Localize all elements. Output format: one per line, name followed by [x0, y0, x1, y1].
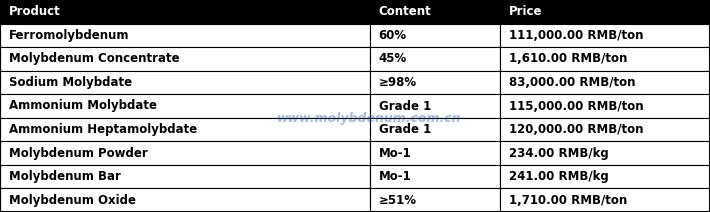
Bar: [0, 47, 370, 71]
Bar: [500, 0, 710, 24]
Text: Price: Price: [508, 5, 542, 18]
Bar: [0, 71, 370, 94]
Text: 115,000.00 RMB/ton: 115,000.00 RMB/ton: [508, 99, 643, 113]
Text: 111,000.00 RMB/ton: 111,000.00 RMB/ton: [508, 29, 643, 42]
Text: Molybdenum Oxide: Molybdenum Oxide: [9, 194, 136, 207]
Text: Content: Content: [378, 5, 431, 18]
Text: ≥98%: ≥98%: [378, 76, 417, 89]
Text: Molybdenum Powder: Molybdenum Powder: [9, 147, 147, 160]
Text: 45%: 45%: [378, 52, 407, 65]
Bar: [0, 141, 370, 165]
Bar: [370, 141, 500, 165]
Bar: [0, 118, 370, 141]
Bar: [0, 0, 370, 24]
Text: www.molybdenum.com.cn: www.molybdenum.com.cn: [277, 112, 462, 125]
Bar: [0, 188, 370, 212]
Text: Ferromolybdenum: Ferromolybdenum: [9, 29, 129, 42]
Text: Sodium Molybdate: Sodium Molybdate: [9, 76, 131, 89]
Text: Product: Product: [9, 5, 60, 18]
Text: 241.00 RMB/kg: 241.00 RMB/kg: [508, 170, 608, 183]
Text: Grade 1: Grade 1: [378, 99, 431, 113]
Bar: [500, 24, 710, 47]
Bar: [500, 71, 710, 94]
Bar: [370, 118, 500, 141]
Text: 83,000.00 RMB/ton: 83,000.00 RMB/ton: [508, 76, 635, 89]
Bar: [370, 47, 500, 71]
Bar: [500, 47, 710, 71]
Text: Ammonium Heptamolybdate: Ammonium Heptamolybdate: [9, 123, 197, 136]
Text: 1,610.00 RMB/ton: 1,610.00 RMB/ton: [508, 52, 627, 65]
Text: Molybdenum Concentrate: Molybdenum Concentrate: [9, 52, 179, 65]
Text: Grade 1: Grade 1: [378, 123, 431, 136]
Bar: [500, 118, 710, 141]
Text: 1,710.00 RMB/ton: 1,710.00 RMB/ton: [508, 194, 627, 207]
Text: 234.00 RMB/kg: 234.00 RMB/kg: [508, 147, 608, 160]
Bar: [0, 94, 370, 118]
Bar: [0, 165, 370, 188]
Bar: [370, 24, 500, 47]
Bar: [500, 165, 710, 188]
Bar: [500, 188, 710, 212]
Bar: [0, 24, 370, 47]
Bar: [370, 165, 500, 188]
Bar: [370, 94, 500, 118]
Bar: [370, 71, 500, 94]
Text: Ammonium Molybdate: Ammonium Molybdate: [9, 99, 156, 113]
Text: Mo-1: Mo-1: [378, 170, 411, 183]
Bar: [500, 94, 710, 118]
Bar: [370, 0, 500, 24]
Text: ≥51%: ≥51%: [378, 194, 417, 207]
Bar: [500, 141, 710, 165]
Text: 120,000.00 RMB/ton: 120,000.00 RMB/ton: [508, 123, 643, 136]
Bar: [370, 188, 500, 212]
Text: 60%: 60%: [378, 29, 407, 42]
Text: Mo-1: Mo-1: [378, 147, 411, 160]
Text: Molybdenum Bar: Molybdenum Bar: [9, 170, 121, 183]
